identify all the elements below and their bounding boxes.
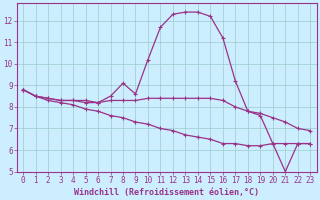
X-axis label: Windchill (Refroidissement éolien,°C): Windchill (Refroidissement éolien,°C) <box>74 188 259 197</box>
